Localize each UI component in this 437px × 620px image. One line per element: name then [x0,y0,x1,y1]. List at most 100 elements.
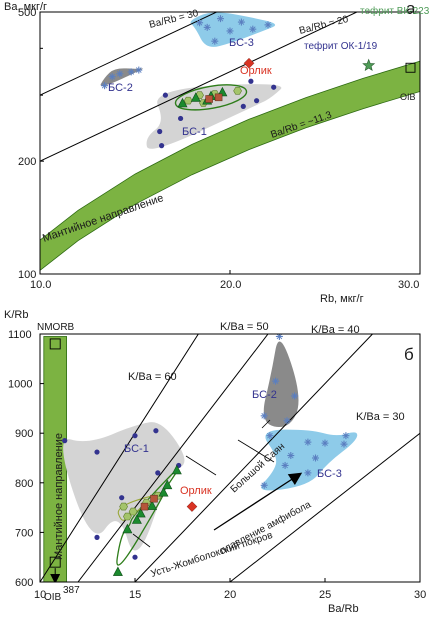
bs3-point-b-2 [321,439,329,447]
panel-label-b: б [404,345,414,364]
bs2-point-a-4-d2 [135,67,142,73]
ticks-a: 10.0 20.0 30.0 100 200 500 [18,7,421,291]
bs2-point-b-2 [260,412,268,420]
bs1-point-a-5 [162,92,168,98]
bs3-point-b-7-d2 [305,470,311,476]
orlik-point-a-0 [243,57,255,69]
amphibole-arrow [213,472,303,531]
bs1-point-a-4 [254,98,260,104]
hexagon-point-b-1 [128,507,138,516]
oib-point-b [49,556,61,568]
group-label-bs1-a: БС-1 [182,126,207,138]
bs3-point-a-3-d2 [227,28,233,34]
square-point-a-1 [214,93,223,102]
bs3-field-b [261,429,358,491]
bs3-point-b-0-d2 [267,432,273,439]
triangle-point-a-1 [190,92,201,102]
bs2-point-a-0-d2 [101,82,108,89]
bs1-point-a-3 [271,84,277,90]
bs3-point-a-5 [249,25,257,33]
bs1-point-a-1 [178,115,184,122]
band-label-b: Мантийное направление [53,433,65,560]
bs3-point-a-2-d2 [217,15,224,22]
ref-label-ba-rb-30: Ba/Rb = 30 [148,8,200,31]
y-axis-label-a: Ba, мкг/г [4,1,47,13]
bs2-point-b-4 [283,417,291,425]
orlik-label-b: Орлик [180,485,212,497]
bs1-point-b-0 [62,438,68,444]
bs2-point-a-2-d2 [116,71,123,77]
triangle-point-a-0 [177,97,188,108]
nmorb-point-b [49,338,61,350]
triangle-point-b-4 [158,487,169,497]
tephrite-ok-label: тефрит ОК-1/19 [304,40,378,52]
group-label-bs3-a: БС-3 [229,37,254,49]
tephrite-vk-point [362,58,376,71]
oib-point-a [405,62,416,73]
bs3-point-a-5-d2 [249,26,256,32]
bs1-point-b-8 [132,554,138,560]
oib-value-label: 387 [63,585,80,596]
big-sayan-leader-1 [185,455,217,476]
bs2-field-b [263,341,299,428]
ust-zhombolok-leader [132,533,151,548]
bs3-point-a-7-d2 [211,38,218,44]
orlik-label-a: Орлик [240,65,272,77]
bs2-point-b-4-d2 [284,417,290,424]
hexagon-point-a-0 [183,96,193,105]
y-tick-label-a-2: 500 [18,7,36,19]
reference-lines-b [40,334,420,582]
bs2-point-b-2-d2 [261,413,268,419]
hexagon-point-b-4 [123,512,132,521]
data-points-a [101,15,416,149]
data-points-b [49,334,350,582]
bs1-point-b-1 [94,449,100,455]
bs3-point-a-7 [211,37,219,45]
bs3-point-b-5 [312,454,319,462]
green-outline-b [116,468,179,566]
bs2-point-b-1-d2 [272,378,279,384]
tephrite-ok-point [248,78,254,84]
bs1-point-a-2 [240,103,246,109]
triangle-point-b-2 [135,507,146,518]
big-sayan-leader-3 [261,419,271,429]
ref-line-k-ba-60 [40,334,199,582]
ref-label-k-ba-30: K/Ba = 30 [356,411,405,423]
y-tick-label-b-1: 700 [15,527,33,539]
y-tick-label-b-2: 800 [15,478,33,490]
bs2-point-b-3 [291,392,299,400]
y-tick-label-a-0: 100 [18,269,36,281]
bs3-point-a-0 [196,19,204,27]
bs1-point-a-0 [159,143,165,149]
bs1-point-a-6 [157,128,163,135]
bs1-point-b-5 [119,495,125,501]
triangle-point-b-3 [147,500,158,510]
bs3-point-b-8-d2 [261,482,268,489]
bs3-point-b-1 [304,438,312,446]
group-label-bs1-b: БС-1 [124,443,149,455]
bs3-point-b-6-d2 [282,462,288,469]
ref-line-k-ba-40 [134,334,373,582]
bs1-field-a [146,84,282,149]
bs3-point-b-9-d2 [343,432,349,439]
bs1-field-b [63,422,185,551]
bs3-point-b-4 [287,452,295,460]
bs2-point-a-3-d2 [128,69,135,75]
bs3-point-b-9 [342,432,350,440]
tephrite-vk-label: тефрит ВК-223 [360,5,430,17]
x-tick-label-a-1: 20.0 [220,279,241,291]
bs3-point-b-1-d2 [305,439,311,445]
x-tick-label-b-3: 25 [319,589,331,601]
bs3-point-b-3-d2 [341,441,347,447]
bs3-field-a [190,12,276,47]
bs1-point-b-7 [94,534,100,540]
bs3-point-a-1-d2 [204,24,211,31]
bs3-point-a-1 [203,23,211,31]
panel-label-a: а [406,0,416,18]
bs2-point-a-0 [101,82,109,90]
ref-label-ba-rb-20: Ba/Rb = 20 [298,14,350,37]
panel-b: 10 15 20 25 30 600 700 800 900 1000 1100 K/Rb Ba/R… [4,309,426,615]
y-tick-label-b-3: 900 [15,428,33,440]
bs1-point-b-6 [155,470,161,476]
